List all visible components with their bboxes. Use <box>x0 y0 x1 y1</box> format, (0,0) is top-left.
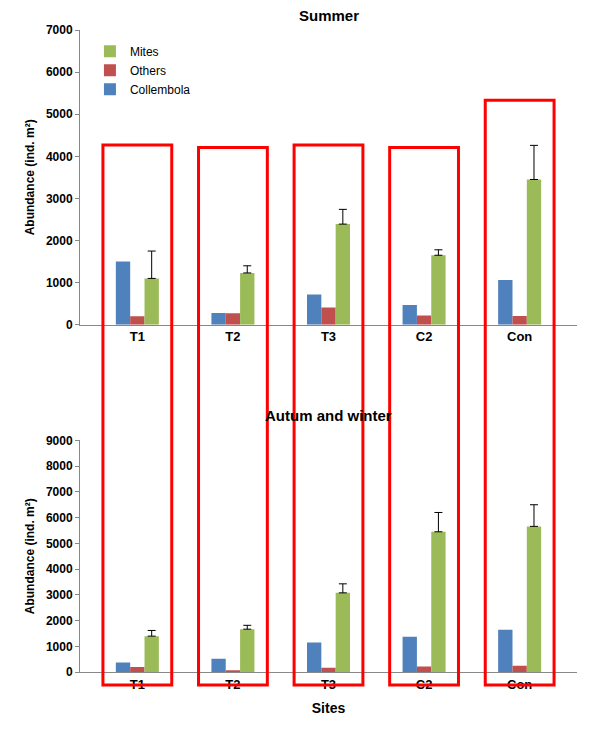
svg-text:1000: 1000 <box>46 276 73 290</box>
svg-text:8000: 8000 <box>46 459 73 473</box>
svg-text:Autum and winter: Autum and winter <box>265 407 392 424</box>
svg-text:Abundance (ind. m²): Abundance (ind. m²) <box>23 498 37 614</box>
svg-text:7000: 7000 <box>46 485 73 499</box>
svg-text:2000: 2000 <box>46 614 73 628</box>
svg-text:5000: 5000 <box>46 107 73 121</box>
svg-text:Mites: Mites <box>130 45 159 59</box>
svg-text:7000: 7000 <box>46 23 73 37</box>
svg-text:Collembola: Collembola <box>130 83 190 97</box>
svg-text:0: 0 <box>66 665 73 679</box>
svg-text:5000: 5000 <box>46 537 73 551</box>
svg-text:T2: T2 <box>225 329 240 344</box>
svg-text:T1: T1 <box>130 329 145 344</box>
svg-text:T3: T3 <box>321 677 336 692</box>
svg-text:Summer: Summer <box>299 7 359 24</box>
svg-text:C2: C2 <box>416 677 433 692</box>
svg-text:3000: 3000 <box>46 588 73 602</box>
svg-text:Con: Con <box>507 677 532 692</box>
svg-text:2000: 2000 <box>46 234 73 248</box>
svg-text:3000: 3000 <box>46 192 73 206</box>
svg-text:Con: Con <box>507 329 532 344</box>
svg-text:Others: Others <box>130 64 166 78</box>
svg-text:T1: T1 <box>130 677 145 692</box>
svg-text:0: 0 <box>66 318 73 332</box>
svg-text:Abundance (ind. m²): Abundance (ind. m²) <box>23 119 37 235</box>
svg-text:C2: C2 <box>416 329 433 344</box>
svg-text:T2: T2 <box>225 677 240 692</box>
svg-text:6000: 6000 <box>46 65 73 79</box>
svg-text:T3: T3 <box>321 329 336 344</box>
svg-text:Sites: Sites <box>312 700 346 716</box>
svg-text:1000: 1000 <box>46 640 73 654</box>
svg-text:4000: 4000 <box>46 150 73 164</box>
svg-text:9000: 9000 <box>46 434 73 448</box>
svg-text:6000: 6000 <box>46 511 73 525</box>
svg-text:4000: 4000 <box>46 562 73 576</box>
